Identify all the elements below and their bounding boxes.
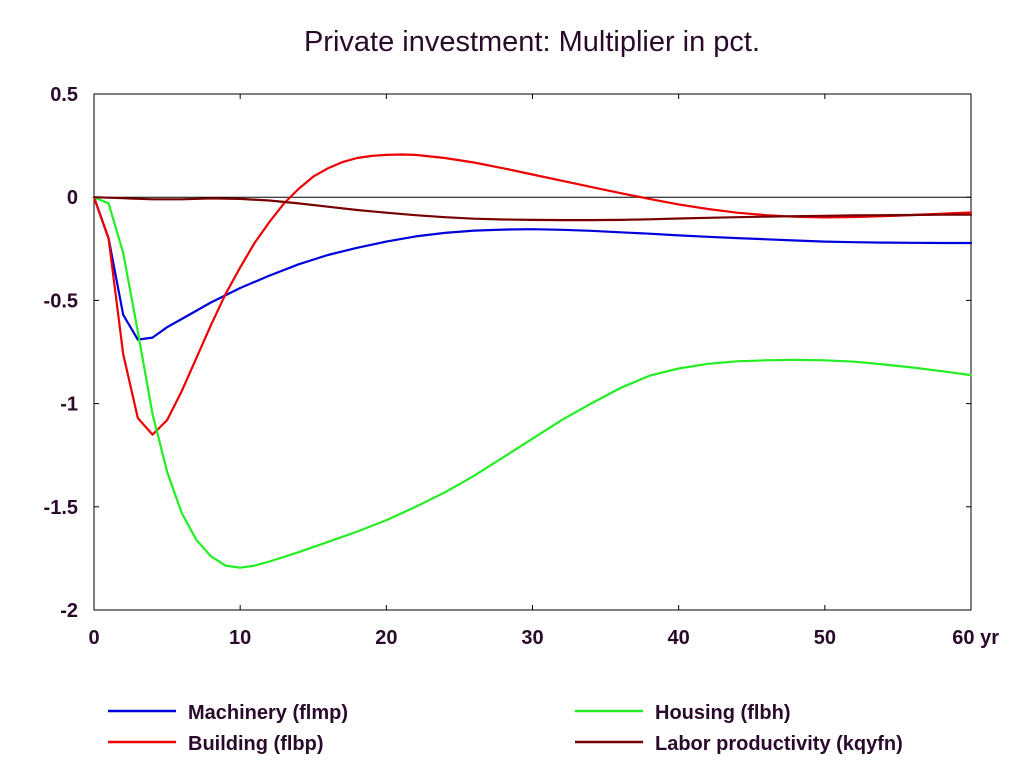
- y-tick-label: 0.5: [50, 84, 78, 106]
- x-tick-label: 50: [814, 627, 836, 649]
- legend-label-3: Housing (flbh): [655, 702, 791, 724]
- series-line-2: [92, 153, 973, 436]
- legend-label-4: Labor productivity (kqyfn): [655, 733, 903, 755]
- y-tick-label: -0.5: [44, 290, 78, 312]
- x-tick-label: 60 yr: [952, 627, 999, 649]
- y-tick-label: 0: [67, 187, 78, 209]
- legend: Machinery (flmp) Building (flbp) Housing (…: [108, 702, 903, 755]
- plot-frame: [93, 93, 972, 611]
- x-tick-label: 30: [521, 627, 543, 649]
- x-tick-label: 10: [229, 627, 251, 649]
- series-line-3: [92, 196, 973, 569]
- y-tick-label: -1.5: [44, 497, 78, 519]
- y-tick-label: -2: [60, 600, 78, 622]
- x-tick-label: 0: [88, 627, 99, 649]
- plot-axes: 0.5 0 -0.5 -1 -1.5 -2 0 10 20 30 40 50 60 yr: [44, 84, 1000, 649]
- y-tick-label: -1: [60, 394, 78, 416]
- series-line-4: [92, 196, 973, 222]
- chart-title: Private investment: Multiplier in pct.: [304, 26, 760, 58]
- series-line-1: [92, 196, 973, 341]
- legend-label-1: Machinery (flmp): [188, 702, 348, 724]
- x-tick-label: 40: [668, 627, 690, 649]
- legend-label-2: Building (flbp): [188, 733, 324, 755]
- series-layer: [92, 153, 973, 569]
- x-tick-label: 20: [375, 627, 397, 649]
